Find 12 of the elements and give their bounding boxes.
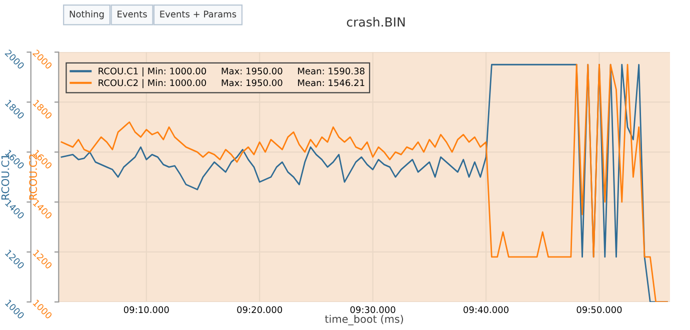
x-tick-label: 09:20.000 xyxy=(237,306,282,314)
x-tick-label: 09:50.000 xyxy=(576,306,622,314)
x-axis-title: time_boot (ms) xyxy=(325,314,404,326)
text: Events + Params xyxy=(160,10,236,18)
text: Nothing xyxy=(70,10,104,20)
legend-label: RCOU.C1 | Min: 1000.00 Max: 1950.00 Mean: 1590.38 xyxy=(98,67,364,76)
x-tick-label: 09:30.000 xyxy=(350,306,396,314)
legend-label: RCOU.C2 | Min: 1000.00 Max: 1950.00 Mean: 1546.21 xyxy=(98,79,364,88)
chart-title: crash.BIN xyxy=(346,17,405,27)
text: Events xyxy=(118,10,147,18)
x-tick-label: 09:10.000 xyxy=(124,306,169,314)
x-tick-label: 09:40.000 xyxy=(464,306,508,314)
